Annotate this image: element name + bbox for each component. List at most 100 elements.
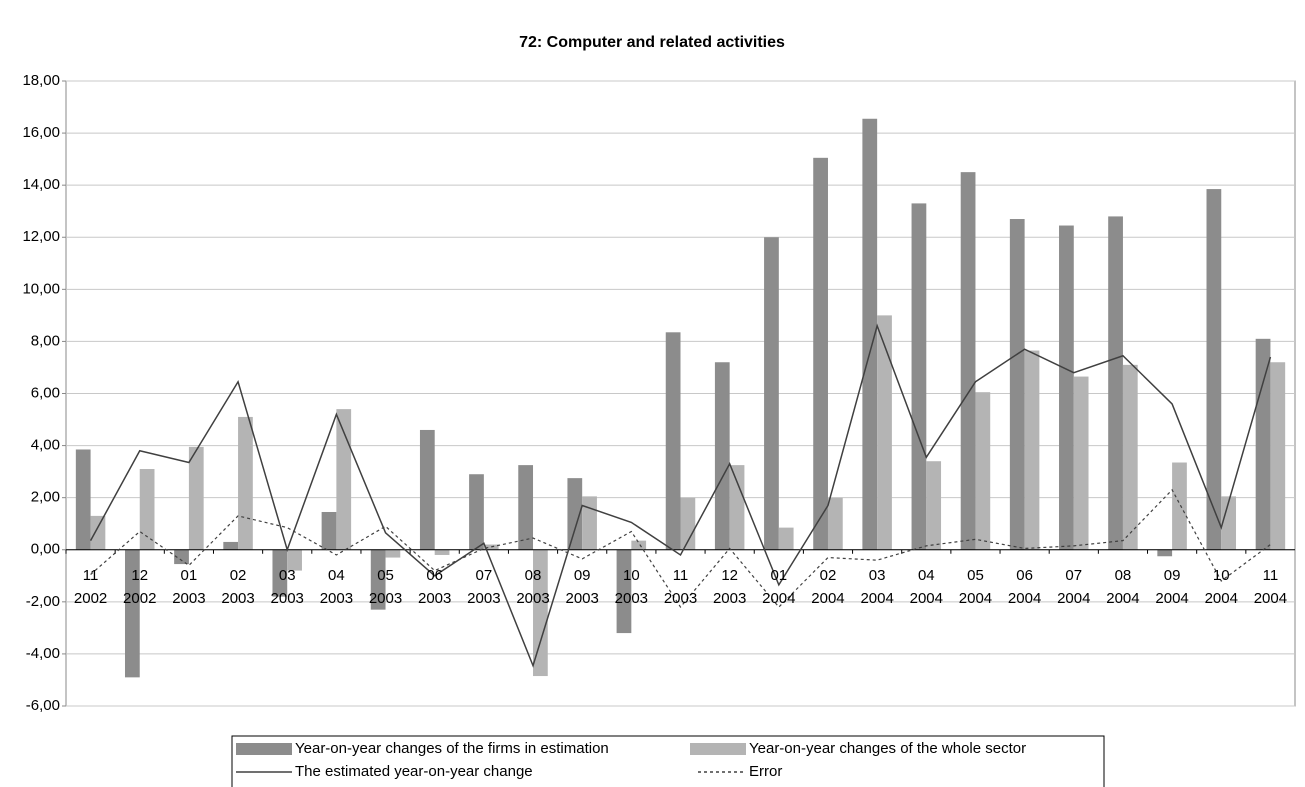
bar (370, 549, 386, 610)
x-tick-label: 02 (820, 567, 837, 584)
x-tick-label: 12 (131, 567, 148, 584)
legend-label: The estimated year-on-year change (295, 763, 533, 780)
bar (139, 469, 155, 550)
y-tick-label: 10,00 (22, 280, 60, 297)
y-tick-label: 8,00 (31, 332, 60, 349)
bar (238, 416, 253, 550)
x-tick-label: 2003 (565, 590, 598, 607)
x-tick-label: 09 (1164, 567, 1181, 584)
legend-swatch (690, 743, 746, 755)
bar (714, 362, 730, 550)
bar (1009, 219, 1025, 550)
x-tick-label: 2003 (418, 590, 451, 607)
y-tick-label: 18,00 (22, 72, 60, 89)
bar (1157, 549, 1173, 557)
y-tick-label: 6,00 (31, 384, 60, 401)
bar (665, 332, 681, 550)
x-tick-label: 2002 (123, 590, 156, 607)
bar (1255, 338, 1271, 550)
bar (1270, 362, 1286, 550)
y-tick-label: -6,00 (26, 697, 60, 714)
x-tick-label: 2004 (860, 590, 893, 607)
bar (419, 429, 435, 550)
bar (336, 409, 352, 550)
x-tick-label: 04 (328, 567, 345, 584)
x-tick-label: 2003 (271, 590, 304, 607)
x-tick-label: 2003 (221, 590, 254, 607)
bar (385, 549, 401, 558)
x-tick-label: 01 (181, 567, 198, 584)
legend-label: Year-on-year changes of the firms in est… (295, 740, 609, 757)
x-tick-label: 10 (623, 567, 640, 584)
legend-label: Error (749, 763, 782, 780)
x-tick-label: 05 (377, 567, 394, 584)
bar (567, 478, 583, 550)
x-tick-label: 07 (1065, 567, 1082, 584)
x-tick-label: 2003 (516, 590, 549, 607)
bar (174, 549, 189, 565)
bar (631, 540, 647, 550)
bar (960, 172, 976, 550)
x-tick-label: 10 (1213, 567, 1230, 584)
y-tick-label: -2,00 (26, 593, 60, 610)
bar (321, 511, 337, 550)
x-tick-label: 07 (476, 567, 493, 584)
x-tick-label: 11 (1263, 567, 1279, 584)
x-tick-label: 05 (967, 567, 984, 584)
y-tick-label: 12,00 (22, 228, 60, 245)
bar (877, 315, 892, 550)
x-tick-label: 2004 (959, 590, 992, 607)
x-tick-label: 04 (918, 567, 935, 584)
bar (680, 497, 696, 550)
x-tick-label: 06 (426, 567, 443, 584)
bar (1059, 225, 1074, 550)
bar (272, 549, 288, 597)
bar (1108, 216, 1123, 550)
x-tick-label: 09 (574, 567, 591, 584)
x-tick-label: 12 (721, 567, 738, 584)
bar (616, 549, 632, 634)
y-tick-label: 16,00 (22, 124, 60, 141)
x-tick-label: 2003 (713, 590, 746, 607)
bar (1172, 462, 1187, 550)
bar (75, 449, 91, 550)
chart-title: 72: Computer and related activities (519, 34, 785, 51)
bar (483, 544, 499, 550)
bar (827, 497, 843, 550)
bar (1122, 364, 1138, 550)
x-tick-label: 06 (1016, 567, 1033, 584)
x-tick-label: 2004 (762, 590, 795, 607)
x-tick-label: 2004 (811, 590, 844, 607)
bar (223, 541, 239, 550)
bar (729, 465, 745, 550)
bar (90, 515, 106, 550)
bar (1024, 350, 1040, 550)
bar (582, 496, 597, 550)
x-tick-label: 2004 (1254, 590, 1287, 607)
x-tick-label: 2002 (74, 590, 107, 607)
x-tick-label: 2004 (1155, 590, 1188, 607)
bar (533, 549, 548, 677)
x-tick-label: 2003 (664, 590, 697, 607)
x-tick-label: 2004 (1008, 590, 1041, 607)
series-line (90, 488, 1271, 609)
bar (778, 527, 794, 550)
series-line (89, 323, 1272, 668)
y-tick-label: 0,00 (31, 541, 60, 558)
y-tick-label: -4,00 (26, 645, 60, 662)
bar (434, 549, 450, 555)
bar (287, 549, 302, 571)
bar (1073, 376, 1089, 550)
x-tick-label: 01 (770, 567, 787, 584)
legend-label: Year-on-year changes of the whole sector (749, 740, 1026, 757)
y-tick-label: 14,00 (22, 176, 60, 193)
bar (1221, 496, 1237, 550)
x-tick-label: 08 (1115, 567, 1132, 584)
x-tick-label: 2004 (1205, 590, 1238, 607)
x-tick-label: 2003 (615, 590, 648, 607)
bar (518, 465, 534, 550)
bar (911, 203, 927, 550)
bar (764, 237, 779, 550)
bar (862, 118, 878, 550)
